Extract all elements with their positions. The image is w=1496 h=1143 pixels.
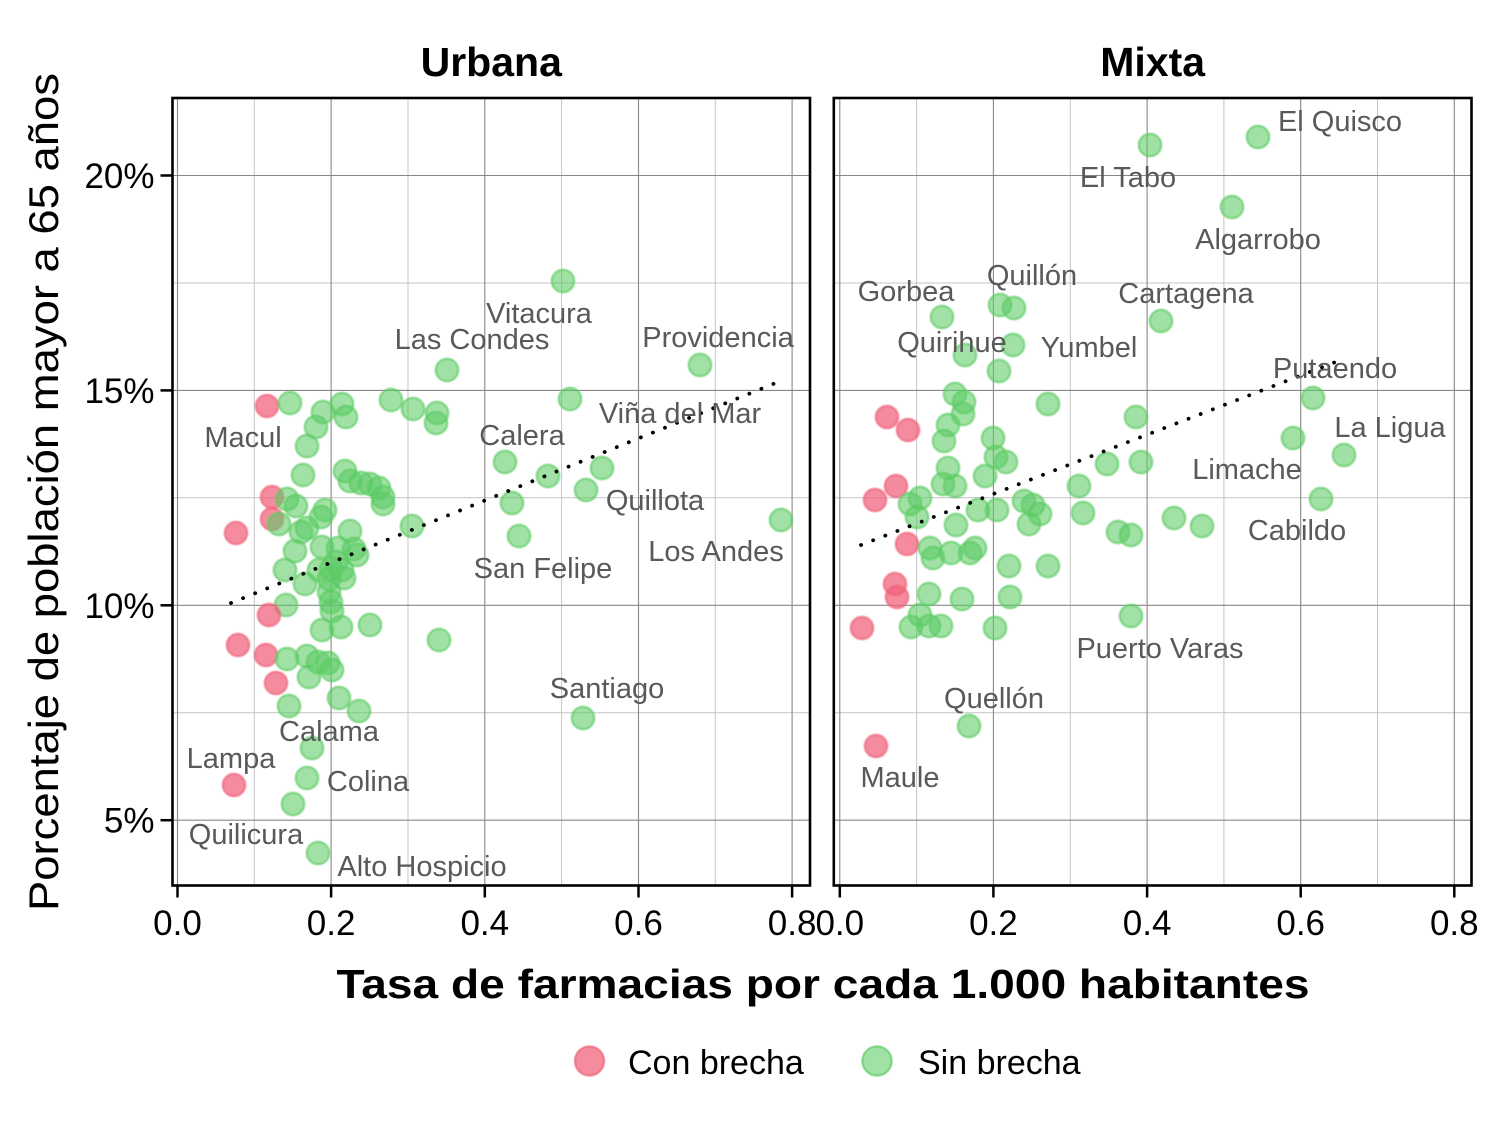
svg-text:El Tabo: El Tabo: [1080, 162, 1176, 194]
svg-text:Putaendo: Putaendo: [1273, 353, 1397, 385]
svg-text:0.2: 0.2: [307, 904, 356, 943]
svg-text:Quillón: Quillón: [987, 260, 1077, 292]
svg-text:Calama: Calama: [279, 716, 380, 748]
svg-text:15%: 15%: [84, 372, 154, 411]
svg-text:0.0: 0.0: [153, 904, 202, 943]
svg-text:0.4: 0.4: [1123, 904, 1172, 943]
svg-text:0.4: 0.4: [460, 904, 509, 943]
svg-text:0.0: 0.0: [815, 904, 864, 943]
svg-text:0.6: 0.6: [614, 904, 663, 943]
svg-text:Con brecha: Con brecha: [628, 1044, 804, 1082]
svg-text:El Quisco: El Quisco: [1278, 106, 1402, 138]
svg-text:Santiago: Santiago: [550, 673, 665, 705]
svg-text:0.8: 0.8: [768, 904, 817, 943]
svg-text:0.6: 0.6: [1276, 904, 1325, 943]
svg-text:La Ligua: La Ligua: [1334, 412, 1446, 444]
svg-text:Puerto Varas: Puerto Varas: [1076, 633, 1243, 665]
svg-text:Macul: Macul: [204, 422, 281, 454]
svg-text:Quellón: Quellón: [944, 683, 1044, 715]
svg-text:Cartagena: Cartagena: [1118, 278, 1254, 310]
svg-text:Porcentaje de población mayor: Porcentaje de población mayor a 65 años: [20, 73, 67, 911]
svg-text:Lampa: Lampa: [187, 743, 277, 775]
svg-text:Tasa de farmacias por cada 1.0: Tasa de farmacias por cada 1.000 habitan…: [337, 961, 1310, 1007]
svg-text:Cabildo: Cabildo: [1248, 515, 1346, 547]
svg-text:Colina: Colina: [327, 766, 410, 798]
svg-text:Providencia: Providencia: [642, 322, 794, 354]
svg-text:Urbana: Urbana: [421, 39, 563, 85]
svg-text:0.8: 0.8: [1430, 904, 1479, 943]
svg-text:Quirihue: Quirihue: [897, 327, 1007, 359]
svg-text:Sin brecha: Sin brecha: [918, 1044, 1081, 1082]
svg-text:Quillota: Quillota: [606, 485, 705, 517]
svg-text:Quilicura: Quilicura: [189, 819, 304, 851]
svg-text:20%: 20%: [84, 157, 154, 196]
svg-text:Maule: Maule: [861, 762, 940, 794]
svg-text:Yumbel: Yumbel: [1041, 332, 1138, 364]
svg-text:Gorbea: Gorbea: [858, 276, 956, 308]
svg-text:Vitacura: Vitacura: [486, 298, 593, 330]
svg-text:San Felipe: San Felipe: [474, 553, 613, 585]
svg-text:Las Condes: Las Condes: [395, 324, 550, 356]
svg-text:Calera: Calera: [479, 420, 565, 452]
svg-text:0.2: 0.2: [969, 904, 1018, 943]
svg-text:Viña del Mar: Viña del Mar: [599, 398, 762, 430]
svg-text:Algarrobo: Algarrobo: [1195, 224, 1321, 256]
svg-text:Alto Hospicio: Alto Hospicio: [337, 851, 506, 883]
svg-text:Mixta: Mixta: [1100, 39, 1206, 85]
svg-text:Los Andes: Los Andes: [648, 536, 783, 568]
svg-text:Limache: Limache: [1192, 454, 1302, 486]
svg-text:5%: 5%: [104, 802, 155, 841]
svg-text:10%: 10%: [84, 587, 154, 626]
